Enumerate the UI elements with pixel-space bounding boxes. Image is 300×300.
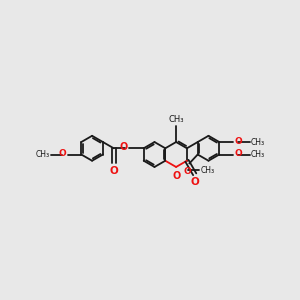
Text: CH₃: CH₃ — [251, 150, 265, 159]
Text: O: O — [119, 142, 128, 152]
Text: O: O — [191, 177, 200, 187]
Text: O: O — [172, 171, 181, 181]
Text: CH₃: CH₃ — [168, 115, 184, 124]
Text: O: O — [234, 137, 242, 146]
Text: O: O — [184, 167, 192, 176]
Text: CH₃: CH₃ — [36, 150, 50, 159]
Text: O: O — [234, 149, 242, 158]
Text: CH₃: CH₃ — [251, 137, 265, 146]
Text: CH₃: CH₃ — [201, 166, 215, 175]
Text: O: O — [58, 149, 66, 158]
Text: O: O — [109, 166, 118, 176]
